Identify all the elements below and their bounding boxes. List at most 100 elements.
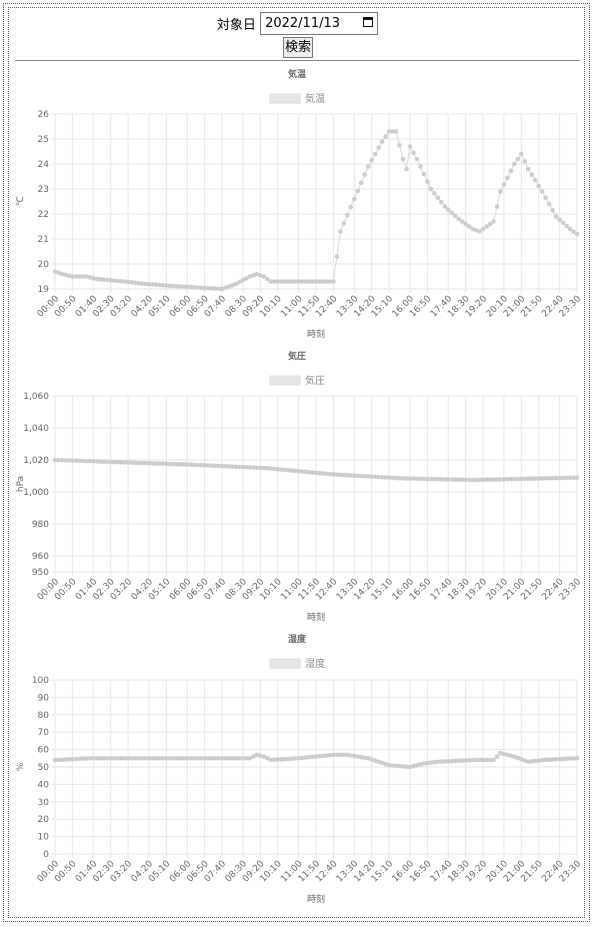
data-point	[52, 757, 58, 763]
search-button[interactable]: 検索	[283, 37, 313, 58]
data-point	[188, 756, 193, 761]
data-point	[111, 459, 117, 465]
data-point	[94, 276, 100, 282]
data-point	[184, 284, 190, 290]
y-tick-label: 10	[38, 833, 50, 843]
data-point	[282, 279, 288, 284]
data-point	[494, 477, 500, 482]
data-point	[491, 757, 496, 763]
data-point	[508, 168, 514, 174]
y-axis-label: %	[16, 762, 26, 771]
data-point	[299, 279, 305, 284]
divider	[15, 60, 580, 61]
data-point	[153, 461, 159, 466]
chart-title: 気温	[288, 68, 306, 80]
data-point	[418, 762, 423, 767]
data-point	[136, 280, 141, 286]
chart-title: 気圧	[288, 350, 306, 362]
data-point	[348, 753, 354, 758]
data-point	[191, 756, 197, 761]
data-point	[202, 463, 207, 468]
data-point	[543, 476, 548, 481]
data-point	[285, 279, 291, 284]
legend-label: 気圧	[305, 374, 325, 387]
data-point	[70, 756, 75, 762]
data-point	[63, 757, 68, 762]
y-tick-label: 90	[38, 693, 50, 703]
data-point	[505, 175, 510, 181]
data-point	[456, 477, 462, 483]
data-point	[303, 755, 308, 760]
data-point	[477, 757, 482, 763]
data-point	[456, 216, 462, 222]
data-point	[289, 279, 294, 284]
x-axis-label: 時刻	[307, 328, 325, 340]
data-point	[219, 756, 225, 761]
data-point	[571, 229, 576, 234]
data-point	[477, 477, 482, 483]
data-point	[574, 231, 580, 237]
data-point	[216, 286, 221, 292]
data-point	[372, 151, 378, 157]
data-point	[442, 477, 448, 482]
data-point	[480, 226, 486, 232]
data-point	[80, 756, 86, 761]
data-point	[160, 283, 166, 288]
data-point	[421, 476, 427, 482]
data-point	[136, 756, 141, 761]
legend-label: 気温	[305, 92, 325, 105]
date-input[interactable]: 2022/11/13	[260, 12, 379, 35]
data-point	[324, 471, 329, 477]
data-point	[115, 756, 120, 761]
data-point	[355, 754, 361, 759]
data-point	[425, 476, 430, 482]
data-point	[87, 756, 93, 761]
data-point	[184, 462, 190, 467]
data-point	[104, 756, 110, 761]
data-point	[512, 161, 517, 167]
data-point	[143, 756, 148, 761]
y-tick-label: 100	[32, 676, 49, 686]
data-point	[205, 756, 211, 761]
data-point	[404, 166, 409, 172]
data-point	[327, 752, 333, 758]
data-point	[352, 196, 357, 202]
data-point	[327, 279, 333, 284]
data-point	[143, 460, 148, 466]
data-point	[564, 223, 569, 229]
data-point	[546, 757, 552, 762]
data-point	[473, 227, 479, 233]
calendar-icon[interactable]	[363, 17, 374, 27]
data-point	[278, 279, 284, 284]
y-tick-label: 20	[38, 260, 50, 270]
data-point	[439, 477, 444, 482]
data-point	[546, 475, 552, 481]
data-point	[550, 208, 555, 213]
data-point	[362, 473, 368, 479]
data-point	[553, 214, 559, 219]
data-point	[115, 278, 120, 284]
legend-swatch	[269, 658, 301, 669]
data-point	[317, 279, 322, 284]
legend-swatch	[269, 93, 301, 104]
data-point	[320, 279, 326, 284]
data-point	[334, 254, 340, 259]
data-point	[432, 759, 437, 765]
data-point	[526, 476, 531, 482]
data-point	[56, 457, 61, 463]
data-point	[529, 759, 535, 764]
data-point	[358, 754, 364, 760]
data-point	[265, 756, 270, 761]
data-point	[532, 476, 538, 481]
data-point	[355, 188, 361, 194]
data-point	[421, 171, 427, 177]
data-point	[376, 759, 381, 765]
y-tick-label: 980	[32, 520, 49, 530]
data-point	[292, 279, 298, 284]
data-point	[470, 477, 475, 483]
data-point	[362, 755, 368, 760]
data-point	[299, 755, 305, 761]
data-point	[539, 189, 545, 194]
data-point	[240, 756, 246, 761]
data-point	[445, 759, 451, 764]
